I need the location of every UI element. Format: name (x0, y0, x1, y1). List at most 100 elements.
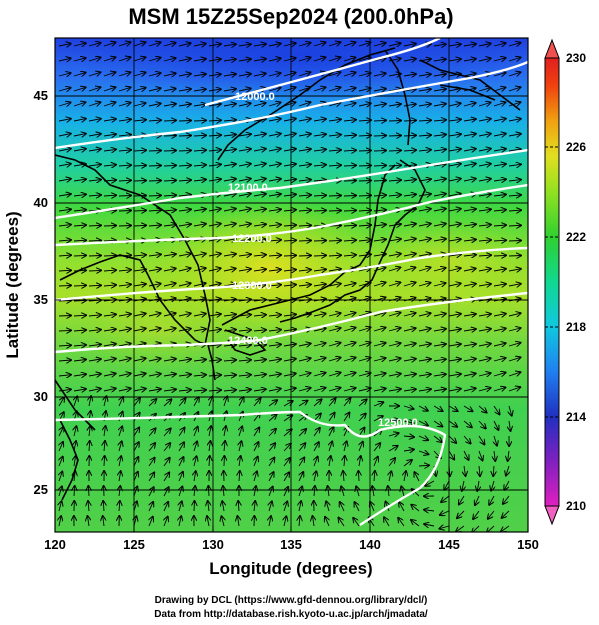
wind-arrow (89, 441, 90, 452)
wind-arrow (118, 57, 130, 61)
wind-arrow (493, 102, 505, 106)
wind-arrow (58, 44, 71, 46)
wind-arrow (298, 256, 311, 257)
wind-arrow (223, 44, 236, 46)
wind-arrow (478, 134, 491, 136)
colorbar-tick-label: 226 (566, 140, 586, 154)
wind-arrow (133, 73, 146, 77)
wind-arrow (224, 441, 225, 452)
wind-arrow (403, 224, 416, 226)
wind-arrow (268, 240, 281, 241)
wind-arrow (268, 300, 281, 301)
wind-arrow (73, 374, 86, 376)
wind-arrow (223, 330, 236, 331)
wind-arrow (148, 399, 156, 407)
wind-arrow (148, 254, 161, 256)
wind-arrow (328, 388, 341, 391)
wind-arrow (298, 210, 311, 211)
wind-arrow (74, 486, 75, 497)
wind-arrow (479, 465, 480, 476)
wind-arrow (59, 486, 62, 497)
wind-arrow (148, 88, 161, 91)
wind-arrow (148, 269, 161, 271)
wind-arrow (358, 166, 371, 167)
wind-arrow (88, 43, 101, 46)
wind-arrow (193, 314, 206, 316)
wind-arrow (283, 58, 296, 61)
wind-arrow (313, 255, 326, 256)
wind-arrow (388, 121, 401, 122)
wind-arrow (134, 516, 136, 527)
y-tick-label: 25 (34, 482, 48, 497)
wind-arrow (508, 225, 521, 226)
wind-arrow (433, 239, 446, 241)
wind-arrow (508, 72, 520, 76)
wind-arrow (313, 57, 325, 61)
wind-arrow (403, 450, 414, 452)
wind-arrow (163, 298, 176, 301)
wind-arrow (328, 72, 340, 76)
wind-arrow (493, 343, 506, 346)
wind-arrow (358, 225, 371, 226)
wind-arrow (194, 471, 196, 482)
wind-arrow (328, 87, 341, 91)
wind-arrow (398, 518, 405, 527)
wind-arrow (328, 413, 335, 422)
wind-arrow (283, 43, 296, 46)
wind-arrow (58, 88, 71, 91)
wind-arrow (502, 510, 510, 518)
wind-arrow (193, 268, 206, 271)
wind-arrow (403, 374, 416, 376)
wind-arrow (118, 358, 131, 361)
wind-arrow (88, 58, 101, 62)
wind-arrow (313, 388, 326, 391)
wind-arrow (223, 59, 236, 61)
wind-arrow (403, 460, 412, 467)
wind-arrow (463, 134, 476, 136)
colorbar-tick-label: 210 (566, 499, 586, 513)
wind-arrow (253, 255, 266, 256)
wind-arrow (223, 120, 236, 121)
wind-arrow (328, 240, 341, 241)
wind-arrow (133, 150, 146, 151)
wind-arrow (313, 373, 326, 376)
wind-arrow (388, 150, 401, 151)
wind-arrow (133, 269, 146, 271)
wind-arrow (448, 103, 461, 106)
wind-arrow (148, 166, 161, 167)
wind-arrow (238, 516, 240, 527)
wind-arrow (89, 396, 91, 407)
wind-arrow (418, 59, 431, 61)
wind-arrow (73, 164, 86, 166)
wind-arrow (268, 73, 281, 76)
wind-arrow (223, 314, 236, 316)
wind-arrow (449, 465, 450, 476)
wind-arrow (208, 375, 221, 376)
wind-arrow (328, 103, 341, 106)
wind-arrow (223, 239, 236, 241)
wind-arrow (178, 329, 191, 331)
wind-arrow (343, 135, 356, 136)
wind-arrow (178, 359, 191, 361)
wind-arrow (223, 224, 236, 226)
wind-arrow (193, 209, 206, 211)
wind-arrow (448, 389, 461, 391)
wind-arrow (403, 135, 416, 136)
wind-arrow (178, 209, 191, 211)
x-tick-label: 120 (44, 537, 66, 552)
wind-arrow (299, 487, 302, 497)
plot-area: 12000.0 12100.0 12200.0 12300.0 12400.0 … (55, 38, 528, 532)
wind-arrow (133, 210, 146, 211)
wind-arrow (253, 285, 266, 287)
y-axis-ticks (55, 95, 61, 491)
wind-arrow (148, 328, 161, 331)
wind-arrow (58, 149, 71, 151)
wind-arrow (343, 150, 356, 151)
wind-arrow (298, 195, 311, 196)
wind-arrow (373, 254, 386, 256)
wind-arrow (493, 358, 506, 361)
wind-arrow (384, 517, 390, 527)
wind-arrow (194, 486, 195, 497)
wind-arrow (268, 255, 281, 256)
wind-arrow (88, 164, 101, 166)
